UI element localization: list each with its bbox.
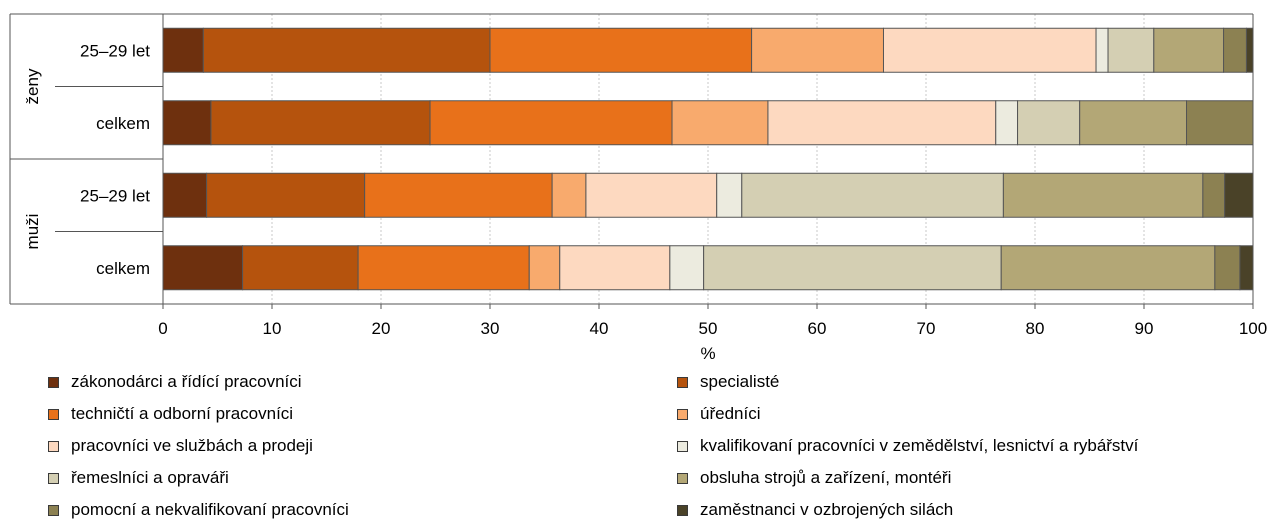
legend-label: úředníci [700,404,761,423]
legend-label: pracovníci ve službách a prodeji [71,436,313,455]
bar-segment [995,100,1019,146]
legend-item: pomocní a nekvalifikovaní pracovníci [48,499,349,521]
bar-segment [1245,27,1254,73]
bar-segment [1224,172,1254,218]
bar-segment [1002,172,1204,218]
legend-label: řemeslníci a opraváři [71,468,229,487]
legend-label: pomocní a nekvalifikovaní pracovníci [71,500,349,519]
x-tick-label: 40 [590,319,609,338]
legend-item: kvalifikovaní pracovníci v zemědělství, … [677,435,1138,457]
x-tick-label: 60 [808,319,827,338]
legend-swatch [677,504,688,516]
bar-segment [1153,27,1225,73]
bar-segment [551,172,587,218]
bar-segment [1214,245,1241,291]
legend-swatch [48,440,59,452]
bar-segment [1000,245,1216,291]
bar-segment [1107,27,1155,73]
legend-label: kvalifikovaní pracovníci v zemědělství, … [700,436,1139,455]
x-tick-label: 100 [1239,319,1267,338]
x-tick-label: 30 [481,319,500,338]
bar-segment [1239,245,1254,291]
x-tick-label: 90 [1135,319,1154,338]
bar-segment [1202,172,1226,218]
bar-segment [741,172,1004,218]
x-tick-label: 20 [372,319,391,338]
category-labels: 25–29 let celkem 25–29 let celkem [80,41,150,278]
legend-label: techničtí a odborní pracovníci [71,404,294,423]
bar-segment [162,100,212,146]
group-label: ženy [23,68,42,104]
bar-segment [882,27,1097,73]
x-axis-title: % [700,344,715,363]
x-tick-label: 50 [699,319,718,338]
legend-item: obsluha strojů a zařízení, montéři [677,467,951,489]
category-label: celkem [96,114,150,133]
legend-item: úředníci [677,403,760,425]
category-label: 25–29 let [80,186,150,205]
bar-segment [671,100,769,146]
bar-segment [1079,100,1188,146]
x-tick-label: 70 [917,319,936,338]
legend-swatch [48,504,59,516]
legend-label: specialisté [700,372,780,391]
bar-segment [210,100,431,146]
bar-segment [162,172,208,218]
bar-segment [767,100,997,146]
bar-segment [202,27,491,73]
legend-item: specialisté [677,371,779,393]
x-tick-label: 80 [1026,319,1045,338]
x-tick-label: 0 [158,319,167,338]
bar-segment [1095,27,1109,73]
x-tick-label: 10 [263,319,282,338]
legend-label: zákonodárci a řídící pracovníci [71,372,302,391]
legend-label: zaměstnanci v ozbrojených silách [700,500,954,519]
legend-item: řemeslníci a opraváři [48,467,229,489]
bar-segment [489,27,753,73]
bar-segment [1017,100,1081,146]
bars [162,27,1254,291]
bar-segment [162,27,204,73]
legend-item: zákonodárci a řídící pracovníci [48,371,302,393]
legend-swatch [48,472,59,484]
category-label: celkem [96,259,150,278]
bar-segment [1186,100,1254,146]
legend-swatch [677,376,688,388]
legend-swatch [48,376,59,388]
bar-segment [528,245,561,291]
legend-item: zaměstnanci v ozbrojených silách [677,499,953,521]
bar-segment [242,245,359,291]
x-tick-labels: 0 10 20 30 40 50 60 70 80 90 100 [158,319,1267,338]
group-label: muži [23,214,42,250]
bar-segment [703,245,1002,291]
bar-segment [206,172,366,218]
legend: zákonodárci a řídící pracovníci specialis… [0,367,1272,531]
bar-segment [751,27,884,73]
category-label: 25–29 let [80,41,150,60]
legend-item: pracovníci ve službách a prodeji [48,435,313,457]
bar-segment [162,245,244,291]
bar-segment [1223,27,1247,73]
legend-swatch [48,408,59,420]
group-labels: ženy muži [23,68,42,249]
legend-swatch [677,440,688,452]
bar-segment [669,245,705,291]
legend-swatch [677,408,688,420]
bar-segment [716,172,743,218]
legend-label: obsluha strojů a zařízení, montéři [700,468,952,487]
bar-segment [357,245,530,291]
bar-segment [559,245,671,291]
legend-swatch [677,472,688,484]
legend-item: techničtí a odborní pracovníci [48,403,293,425]
bar-segment [364,172,553,218]
bar-segment [585,172,718,218]
bar-segment [429,100,673,146]
